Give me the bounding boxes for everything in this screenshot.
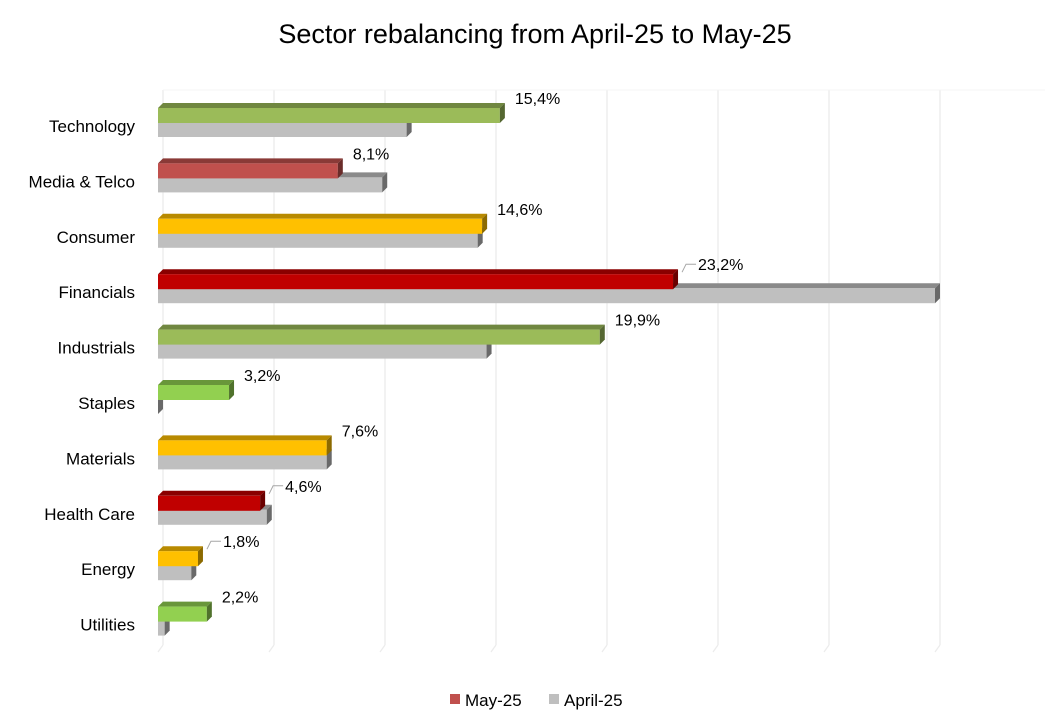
bar-may-0-top xyxy=(158,103,505,108)
bar-april-0-front xyxy=(158,122,407,137)
bar-may-0-side xyxy=(499,103,505,123)
bar-april-9-front xyxy=(158,620,165,636)
gridline-floor xyxy=(823,644,830,653)
bar-april-3-front xyxy=(158,288,935,304)
legend: May-25 April-25 xyxy=(450,691,623,710)
bar-april-7-side xyxy=(266,504,272,525)
bar-may-6-front xyxy=(158,440,327,456)
bar-may-8-front xyxy=(158,551,198,567)
bar-may-5-top xyxy=(158,380,235,385)
bar-may-4-side xyxy=(599,324,605,345)
bar-may-9-front xyxy=(158,606,207,622)
bar-may-8-side xyxy=(197,546,203,567)
category-label: Energy xyxy=(81,560,135,579)
gridline-floor xyxy=(268,644,275,653)
bar-may-6-side xyxy=(326,435,332,456)
data-label: 2,2% xyxy=(222,590,258,607)
bar-may-1-front xyxy=(158,163,338,179)
bar-april-3-side xyxy=(935,283,940,304)
data-label: 15,4% xyxy=(515,91,560,108)
bar-may-7-side xyxy=(260,490,266,511)
category-labels: Technology Media & Telco Consumer Financial… xyxy=(29,117,136,635)
data-label-leader xyxy=(681,263,697,273)
bar-april-8-front xyxy=(158,565,192,581)
data-label: 14,6% xyxy=(497,202,542,219)
category-label: Financials xyxy=(58,283,135,302)
bar-april-1-front xyxy=(158,177,383,193)
data-label: 4,6% xyxy=(285,479,321,496)
bar-may-9-side xyxy=(206,601,212,622)
chart-title: Sector rebalancing from April-25 to May-… xyxy=(278,19,791,49)
data-label: 8,1% xyxy=(353,146,389,163)
bar-may-8 xyxy=(158,546,203,567)
bar-april-6-front xyxy=(158,454,327,470)
data-label: 7,6% xyxy=(342,423,378,440)
bar-may-3-top xyxy=(158,269,679,275)
data-label-leader xyxy=(206,540,221,550)
legend-swatch-april xyxy=(549,694,559,704)
bar-may-6-top xyxy=(158,435,332,441)
gridline-floor xyxy=(157,644,164,653)
category-label: Consumer xyxy=(57,228,136,247)
data-label: 23,2% xyxy=(698,257,743,274)
bar-may-4 xyxy=(158,324,605,345)
bar-may-6 xyxy=(158,435,332,456)
bar-may-4-front xyxy=(158,329,600,345)
bar-may-9 xyxy=(158,601,212,622)
category-label: Media & Telco xyxy=(29,172,135,191)
legend-label-april: April-25 xyxy=(564,691,623,710)
data-label-leader xyxy=(268,485,284,495)
bar-may-3-front xyxy=(158,274,674,290)
bar-may-9-top xyxy=(158,601,212,607)
bar-april-1-side xyxy=(382,172,388,193)
category-label: Health Care xyxy=(44,505,135,524)
bar-may-0 xyxy=(158,103,505,123)
category-label: Materials xyxy=(66,449,135,468)
bar-may-7-front xyxy=(158,495,261,511)
gridline-floor xyxy=(601,644,608,653)
bar-may-2-front xyxy=(158,218,483,234)
bar-may-7 xyxy=(158,490,266,511)
bar-april-2-front xyxy=(158,232,478,248)
bar-april-7-front xyxy=(158,509,267,525)
bar-may-3-side xyxy=(673,269,679,290)
bar-may-4-top xyxy=(158,324,605,330)
bar-may-2 xyxy=(158,213,488,234)
legend-label-may: May-25 xyxy=(465,691,522,710)
bar-may-1-top xyxy=(158,158,343,164)
bar-may-2-top xyxy=(158,213,488,219)
category-label: Industrials xyxy=(58,339,135,358)
category-label: Utilities xyxy=(80,616,135,635)
category-label: Technology xyxy=(49,117,136,136)
bar-may-3 xyxy=(158,269,679,290)
legend-swatch-may xyxy=(450,694,460,704)
bar-april-4-front xyxy=(158,343,487,359)
gridline-floor xyxy=(712,644,719,653)
bar-april-6-side xyxy=(326,449,332,470)
bar-may-5-side xyxy=(229,380,235,400)
bar-may-1-side xyxy=(337,158,343,179)
bar-may-5-front xyxy=(158,385,230,400)
data-label: 3,2% xyxy=(244,368,280,385)
gridline-floor xyxy=(379,644,386,653)
gridline-floor xyxy=(490,644,497,653)
data-label: 19,9% xyxy=(615,313,660,330)
bar-may-8-top xyxy=(158,546,203,552)
bar-may-5 xyxy=(158,380,235,400)
data-labels: 15,4% 8,1% 14,6% 23,2% 19,9% 3,2% 7,6% 4,6% 1,8%… xyxy=(206,91,743,607)
bars xyxy=(158,103,940,636)
bar-may-7-top xyxy=(158,490,266,496)
bar-may-2-side xyxy=(482,213,488,234)
bar-may-0-front xyxy=(158,108,500,123)
data-label: 1,8% xyxy=(223,534,259,551)
category-label: Staples xyxy=(78,394,135,413)
bar-may-1 xyxy=(158,158,343,179)
gridline-floor xyxy=(934,644,941,653)
